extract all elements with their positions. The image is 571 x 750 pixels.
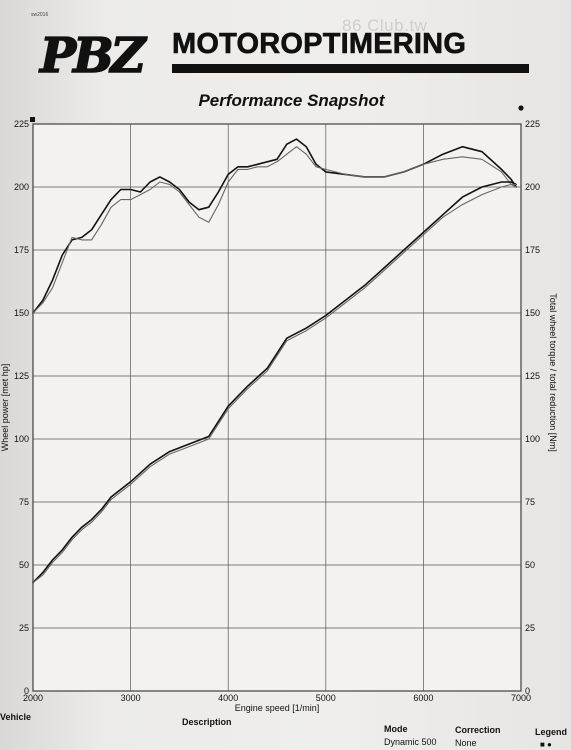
x-tick-label: 5000 <box>316 693 336 703</box>
vehicle-label: Vehicle <box>0 712 32 722</box>
mode-label: Mode <box>384 724 408 734</box>
y-right-tick-label: 150 <box>525 308 540 318</box>
y-right-tick-label: 25 <box>525 623 535 633</box>
x-tick-label: 7000 <box>511 693 531 703</box>
y-right-tick-label: 125 <box>525 371 540 381</box>
logo-text: PBZ <box>39 28 146 84</box>
y-left-tick-label: 0 <box>24 686 29 696</box>
correction-value: None <box>455 738 477 748</box>
x-axis-label: Engine speed [1/min] <box>235 703 320 713</box>
plot-area <box>32 123 522 692</box>
sheet-code: sw2016 <box>31 12 49 18</box>
y-axis-label-right: Total wheel torque / total reduction [Nm… <box>548 293 558 452</box>
watermark: 86 Club.tw <box>342 16 428 35</box>
y-right-tick-label: 175 <box>525 245 540 255</box>
y-left-tick-label: 125 <box>14 371 29 381</box>
page-title: Performance Snapshot <box>198 91 385 110</box>
y-right-tick-label: 200 <box>525 182 540 192</box>
pbz-logo: PBZ <box>39 28 170 84</box>
brand-underline <box>172 64 529 73</box>
y-right-tick-label: 0 <box>525 686 530 696</box>
legend-label: Legend <box>535 727 568 737</box>
y-axis-label-left: Wheel power [met hp] <box>0 364 10 452</box>
mode-value: Dynamic 500 <box>384 737 437 747</box>
y-left-tick-label: 25 <box>19 623 29 633</box>
y-right-tick-label: 75 <box>525 497 535 507</box>
y-right-tick-label: 50 <box>525 560 535 570</box>
y-left-tick-label: 100 <box>14 434 29 444</box>
description-label: Description <box>182 717 232 727</box>
x-tick-label: 3000 <box>121 693 141 703</box>
y-right-tick-label: 100 <box>525 434 540 444</box>
y-left-tick-label: 225 <box>14 119 29 129</box>
right-axis-marker <box>518 105 524 111</box>
correction-label: Correction <box>455 725 501 735</box>
series-line-4 <box>32 183 517 584</box>
legend-icon: ■ ● <box>540 740 552 749</box>
y-left-tick-label: 200 <box>14 182 29 192</box>
logo-suffix: .se <box>172 60 193 77</box>
x-tick-label: 4000 <box>218 693 238 703</box>
y-left-tick-label: 150 <box>14 308 29 318</box>
y-left-tick-label: 175 <box>14 245 29 255</box>
left-axis-marker <box>30 117 35 122</box>
x-tick-label: 2000 <box>23 693 43 703</box>
series-line-3 <box>32 181 517 584</box>
x-tick-label: 6000 <box>413 693 433 703</box>
y-right-tick-label: 225 <box>525 119 540 129</box>
brand-title: MOTOROPTIMERING <box>172 28 467 61</box>
series-line-2 <box>32 146 517 314</box>
y-left-tick-label: 50 <box>19 560 29 570</box>
y-left-tick-label: 75 <box>19 497 29 507</box>
